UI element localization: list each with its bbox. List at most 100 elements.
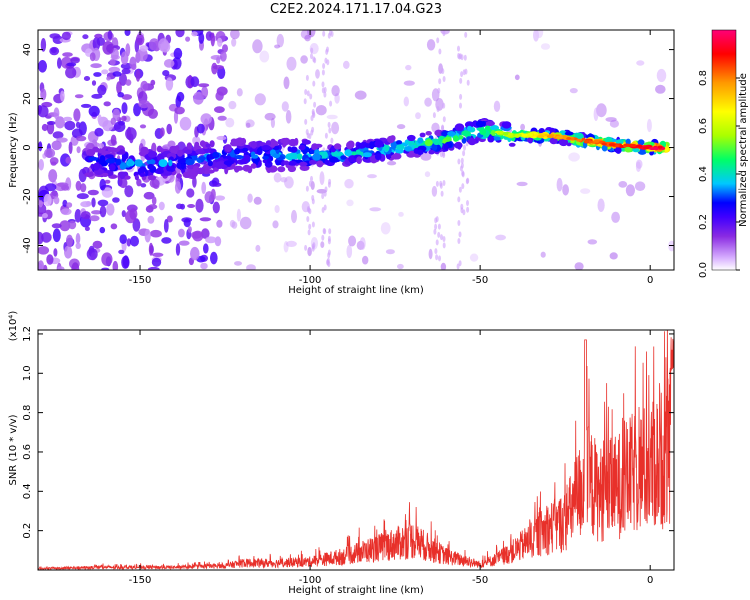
spectrogram-cell bbox=[288, 138, 298, 147]
spectrogram-cell bbox=[129, 133, 134, 144]
spectrogram-cell bbox=[192, 230, 204, 242]
spectrogram-cell bbox=[119, 172, 126, 180]
colorbar-tick-label: 0.0 bbox=[698, 262, 709, 278]
spectrogram-cell bbox=[112, 197, 120, 203]
y-tick-label: 0 bbox=[22, 144, 33, 150]
y-tick-label: -40 bbox=[22, 237, 33, 253]
snr-x-ticks: -150 -100 -50 0 bbox=[129, 330, 653, 586]
spectrogram-cell bbox=[194, 141, 200, 150]
spectrogram-cell bbox=[105, 158, 116, 164]
spectrogram-cell bbox=[357, 142, 366, 149]
spectrogram-cell bbox=[166, 123, 172, 135]
spectrogram-cell bbox=[580, 188, 591, 194]
spectrogram-cell bbox=[308, 223, 312, 230]
spectrogram-cell bbox=[60, 208, 72, 216]
spectrogram-cell bbox=[323, 204, 327, 211]
spectrogram-cell bbox=[96, 37, 106, 46]
spectrogram-cell bbox=[457, 45, 460, 52]
spectrogram-cell bbox=[428, 149, 435, 155]
spectrogram-cell bbox=[434, 248, 438, 255]
spectrogram-cell bbox=[608, 143, 616, 147]
spectrogram-cell bbox=[272, 152, 281, 159]
spectrogram-cell bbox=[108, 66, 121, 73]
spectrogram-cell bbox=[466, 206, 470, 213]
spectrogram-cell bbox=[440, 190, 444, 197]
spectrogram-cell bbox=[431, 143, 438, 151]
spectrogram-cell bbox=[174, 181, 182, 194]
spectrogram-cell bbox=[121, 68, 131, 75]
spectrogram-cell bbox=[461, 137, 467, 144]
spectrogram-cell bbox=[493, 100, 501, 113]
spectrogram-cell bbox=[346, 199, 354, 207]
spectrogram-cell bbox=[180, 163, 185, 170]
spectrogram-cell bbox=[306, 216, 310, 222]
spectrogram-cell bbox=[442, 236, 446, 242]
spectrogram-cell bbox=[564, 131, 574, 136]
spectrogram-cell bbox=[485, 121, 495, 126]
spectrogram-cell bbox=[354, 90, 367, 100]
spectrogram-cell bbox=[176, 203, 183, 210]
spectrogram-cell bbox=[176, 173, 182, 179]
spectrogram-cell bbox=[143, 191, 155, 200]
spectrogram-cell bbox=[516, 181, 528, 187]
spectrogram-cell bbox=[99, 205, 107, 218]
spectrogram-cell bbox=[298, 144, 306, 151]
spectrogram-cell bbox=[162, 144, 172, 151]
spectrogram-cell bbox=[300, 55, 308, 64]
spectrogram-cell bbox=[344, 149, 353, 157]
spectrogram-cell bbox=[274, 44, 281, 49]
spectrogram-cell bbox=[356, 156, 362, 165]
spectrogram-cell bbox=[43, 264, 48, 270]
spectrogram-cell bbox=[262, 155, 270, 160]
spectrogram-cell bbox=[396, 144, 405, 151]
spectrogram-cell bbox=[246, 264, 256, 270]
spectrogram-cell bbox=[385, 249, 395, 255]
spectrogram-cell bbox=[115, 158, 122, 166]
spectrogram-cell bbox=[329, 100, 333, 107]
spectrogram-cell bbox=[57, 57, 62, 69]
spectrogram-cell bbox=[634, 181, 646, 191]
spectrogram-cell bbox=[460, 157, 464, 164]
spectrogram-cell bbox=[346, 141, 354, 149]
spectrogram-cell bbox=[466, 200, 469, 206]
spectrogram-cell bbox=[311, 221, 315, 228]
spectrogram-cell bbox=[151, 196, 157, 205]
spectrogram-cell bbox=[656, 68, 667, 83]
spectrogram-cell bbox=[574, 262, 584, 270]
spectrogram-cell bbox=[290, 146, 298, 153]
spectrogram-cell bbox=[605, 117, 617, 122]
spectrogram-cell bbox=[302, 139, 311, 145]
snr-y-label: SNR (10 * v/v) bbox=[8, 414, 19, 485]
spectrogram-cell bbox=[420, 152, 432, 161]
spectrogram-cell bbox=[442, 150, 445, 157]
spectrogram-cell bbox=[319, 171, 325, 186]
spectrogram-cell bbox=[125, 79, 132, 86]
spectrogram-cell bbox=[611, 211, 620, 223]
spectrogram-cell bbox=[223, 160, 233, 166]
spectrogram-cell bbox=[299, 164, 310, 171]
spectrogram-cell bbox=[74, 209, 82, 223]
spectrogram-cell bbox=[436, 106, 440, 113]
spectrogram-cell bbox=[119, 234, 127, 245]
spectrogram-cell bbox=[655, 84, 666, 94]
spectrogram-cell bbox=[38, 159, 44, 171]
spectrogram-cell bbox=[497, 131, 505, 134]
spectrogram-cell bbox=[43, 193, 52, 207]
spectrogram-cell bbox=[66, 62, 77, 67]
spectrogram-cell bbox=[216, 56, 221, 64]
spectrogram-cell bbox=[312, 80, 316, 87]
spectrogram-cell bbox=[201, 181, 207, 194]
spectrogram-cell bbox=[38, 246, 50, 255]
spectrogram-cell bbox=[556, 177, 563, 192]
spectrogram-cell bbox=[49, 46, 60, 56]
spectrogram-cell bbox=[321, 234, 325, 241]
spectrogram-cell bbox=[41, 232, 52, 243]
spectrogram-cell bbox=[88, 105, 100, 117]
y-tick-label: 0.4 bbox=[22, 483, 33, 499]
spectrogram-cell bbox=[459, 102, 462, 109]
spectrogram-cell bbox=[168, 159, 173, 167]
spectrogram-cell bbox=[664, 147, 669, 153]
spectrogram-cell bbox=[308, 180, 312, 187]
spectrogram-cell bbox=[490, 130, 496, 136]
spectrogram-cell bbox=[520, 123, 525, 131]
